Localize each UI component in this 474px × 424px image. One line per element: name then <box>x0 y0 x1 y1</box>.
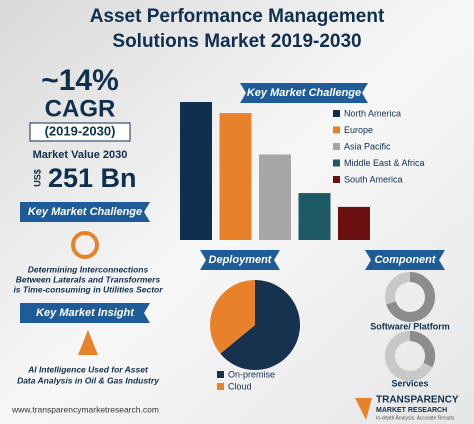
clock-icon <box>71 231 99 259</box>
logo-icon <box>355 398 372 420</box>
challenge-text: Determining Interconnections <box>28 264 149 274</box>
market-value-label: Market Value 2030 <box>33 149 128 161</box>
cagr: ~14% <box>41 64 119 97</box>
pie-slice <box>220 280 300 370</box>
challenge-text: is Time-consuming in Utilities Sector <box>13 284 163 294</box>
component-icon <box>409 330 436 368</box>
rig-icon <box>78 330 98 355</box>
pie-slice <box>209 280 255 354</box>
component-heading: Component <box>374 254 436 266</box>
legend-label: On-premise <box>228 369 275 379</box>
cagr-label: CAGR <box>45 95 116 122</box>
bar <box>180 102 212 240</box>
legend-label: Europe <box>344 125 373 135</box>
ribbon <box>200 250 280 270</box>
logo-tagline: In-depth Analysis. Accurate Results <box>376 415 455 421</box>
ribbon <box>20 303 150 323</box>
legend-swatch <box>333 143 340 150</box>
logo: TRANSPARENCY <box>376 395 459 406</box>
ribbon <box>20 202 150 222</box>
legend-label: Asia Pacific <box>344 141 391 151</box>
legend-swatch <box>333 159 340 167</box>
insight-text: AI Intelligence Used for Asset <box>27 364 149 374</box>
legend-label: Middle East & Africa <box>344 158 425 168</box>
bar-chart-title: Key Market Challenge <box>247 87 361 99</box>
period-box <box>29 122 131 142</box>
challenge-heading: Key Market Challenge <box>28 206 142 218</box>
ribbon <box>240 83 368 103</box>
bar <box>259 154 291 240</box>
period: (2019-2030) <box>45 123 116 138</box>
bar <box>298 193 331 240</box>
challenge-text: Between Laterals and Transformers <box>16 274 161 284</box>
pie-chart-title: Deployment <box>209 254 273 266</box>
legend-label: Cloud <box>228 381 252 391</box>
legend-swatch <box>217 371 224 378</box>
legend-swatch <box>333 110 340 117</box>
market-value: 251 Bn <box>48 163 137 193</box>
component-label: Software/ Platform <box>370 321 450 331</box>
legend-swatch <box>333 176 340 183</box>
legend-swatch <box>333 126 340 134</box>
component-icon <box>386 271 436 322</box>
title: Asset Performance Management <box>90 6 385 27</box>
currency: US$ <box>32 169 42 187</box>
ribbon <box>365 250 445 270</box>
bar <box>338 206 370 240</box>
insight-heading: Key Market Insight <box>36 307 135 319</box>
title: Solutions Market 2019-2030 <box>112 31 361 52</box>
component-label: Services <box>391 378 428 388</box>
legend-label: South America <box>344 174 403 184</box>
legend-label: North America <box>344 108 401 118</box>
bar <box>219 113 252 240</box>
logo: MARKET RESEARCH <box>376 407 447 414</box>
insight-text: Data Analysis in Oil & Gas Industry <box>17 375 160 385</box>
footer-url: www.transparencymarketresearch.com <box>11 404 159 414</box>
legend-swatch <box>217 383 224 390</box>
